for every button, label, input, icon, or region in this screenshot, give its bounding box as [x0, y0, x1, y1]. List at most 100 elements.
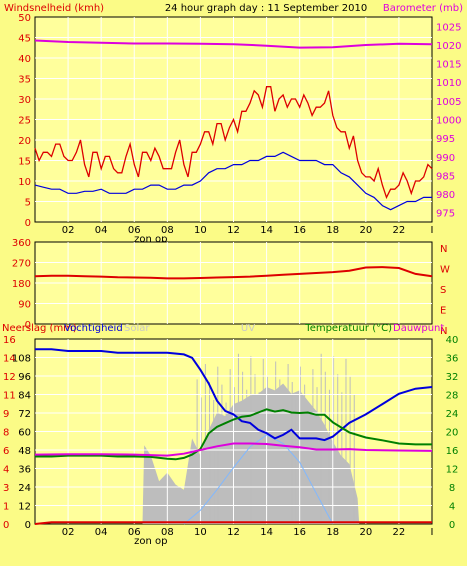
weather-x-tick-label: 06	[128, 527, 141, 538]
humidity-y-tick-label: 0	[25, 520, 31, 531]
rain-y-tick-label: 14	[3, 354, 16, 365]
wind-gust-line	[34, 86, 433, 200]
wind-x-tick-label: 20	[359, 225, 372, 236]
wind-y-tick-label: 20	[18, 136, 31, 147]
wind-y-tick-label: 25	[18, 116, 31, 127]
humidity-y-tick-label: 84	[18, 391, 31, 402]
humidity-y-tick-label: 12	[18, 502, 31, 513]
wind-x-tick-label: 06	[128, 225, 141, 236]
temperature-y-tick-label: 32	[446, 372, 459, 383]
direction-y-tick-label: 270	[12, 259, 31, 270]
compass-label: N	[440, 326, 447, 337]
humidity-y-tick-label: 72	[18, 409, 31, 420]
barometer-y-tick-label: 975	[436, 209, 455, 220]
wind-axis-title: Windsnelheid (kmh)	[4, 3, 104, 14]
rain-y-tick-label: 16	[3, 335, 16, 346]
barometer-y-tick-label: 995	[436, 134, 455, 145]
temperature-line	[35, 408, 432, 461]
barometer-y-tick-label: 1025	[436, 22, 461, 33]
wind-y-tick-label: 30	[18, 95, 31, 106]
direction-y-tick-label: 360	[12, 238, 31, 249]
rain-line	[34, 521, 432, 525]
barometer-y-tick-label: 1010	[436, 78, 461, 89]
wind-y-tick-label: 0	[25, 218, 31, 229]
rain-y-tick-label: 0	[3, 520, 9, 531]
weather-x-tick-label: 14	[260, 527, 273, 538]
weather-x-sublabel: zon op	[134, 536, 167, 547]
temperature-y-tick-label: 16	[446, 446, 459, 457]
temperature-y-tick-label: 4	[449, 502, 455, 513]
compass-label: N	[440, 244, 447, 255]
wind-x-tick-label: 04	[95, 225, 108, 236]
barometer-y-tick-label: 990	[436, 153, 455, 164]
temperature-y-tick-label: 8	[449, 483, 455, 494]
humidity-y-tick-label: 36	[18, 465, 31, 476]
wind-x-tick-label: 18	[326, 225, 339, 236]
wind-x-tick-label: 10	[194, 225, 207, 236]
wind-x-tick-label: 16	[293, 225, 306, 236]
temperature-y-tick-label: 12	[446, 465, 459, 476]
rain-y-tick-label: 6	[3, 446, 9, 457]
compass-label: W	[440, 265, 450, 276]
uv-label: UV	[241, 323, 255, 334]
barometer-y-tick-label: 980	[436, 190, 455, 201]
wind-x-tick-label: 08	[161, 225, 174, 236]
weather-x-tick-label: 20	[359, 527, 372, 538]
rain-y-tick-label: 1	[3, 502, 9, 513]
wind-y-tick-label: 45	[18, 34, 31, 45]
direction-y-tick-label: 180	[12, 279, 31, 290]
rain-y-tick-label: 9	[3, 409, 9, 420]
weather-x-tick-label: 18	[326, 527, 339, 538]
wind-x-tick-label: 02	[62, 225, 75, 236]
humidity-y-tick-label: 96	[18, 372, 31, 383]
barometer-y-tick-label: 1000	[436, 116, 461, 127]
temperature-y-tick-label: 36	[446, 354, 459, 365]
temperature-y-tick-label: 40	[446, 335, 459, 346]
weather-x-tick-label: 22	[393, 527, 406, 538]
wind-direction-line	[34, 266, 433, 280]
humidity-y-tick-label: 48	[18, 446, 31, 457]
temperature-y-tick-label: 28	[446, 391, 459, 402]
humidity-label: Vochtigheid	[64, 323, 123, 334]
wind-x-tick-label: 22	[393, 225, 406, 236]
temperature-y-tick-label: 24	[446, 409, 459, 420]
weather-x-tick-label: 16	[293, 527, 306, 538]
barometer-axis-title: Barometer (mb)	[383, 3, 463, 14]
weather-x-tick-label: 10	[194, 527, 207, 538]
rain-label: Neerslag (mm)	[2, 323, 77, 334]
wind-y-tick-label: 10	[18, 177, 31, 188]
direction-y-tick-label: 90	[18, 300, 31, 311]
wind-x-tick-label: 14	[260, 225, 273, 236]
rain-y-tick-label: 8	[3, 428, 9, 439]
wind-y-tick-label: 50	[18, 13, 31, 24]
humidity-y-tick-label: 60	[18, 428, 31, 439]
rain-y-tick-label: 12	[3, 372, 16, 383]
humidity-y-tick-label: 24	[18, 483, 31, 494]
compass-label: S	[440, 285, 446, 296]
temperature-label: Temperatuur (°C)	[304, 323, 392, 334]
weather-x-tick-label: 12	[227, 527, 240, 538]
barometer-y-tick-label: 1015	[436, 60, 461, 71]
temperature-y-tick-label: 0	[449, 520, 455, 531]
rain-y-tick-label: 11	[3, 391, 16, 402]
dewpoint-label: Dauwpunt	[393, 323, 444, 334]
wind-y-tick-label: 35	[18, 75, 31, 86]
dewpoint-line	[34, 442, 433, 457]
weather-x-tick-label: 04	[95, 527, 108, 538]
solar-label: Solar	[124, 323, 150, 334]
barometer-y-tick-label: 985	[436, 171, 455, 182]
wind-x-tick-label: 12	[227, 225, 240, 236]
barometer-line	[34, 39, 433, 49]
wind-y-tick-label: 15	[18, 157, 31, 168]
rain-y-tick-label: 3	[3, 483, 9, 494]
temperature-y-tick-label: 20	[446, 428, 459, 439]
compass-label: E	[440, 306, 446, 317]
wind-average-line	[34, 151, 432, 211]
weather-x-tick-label: I	[431, 527, 434, 538]
weather-x-tick-label: 08	[161, 527, 174, 538]
wind-x-sublabel: zon op	[134, 234, 167, 245]
wind-x-tick-label: I	[431, 225, 434, 236]
uv-line	[183, 434, 334, 525]
